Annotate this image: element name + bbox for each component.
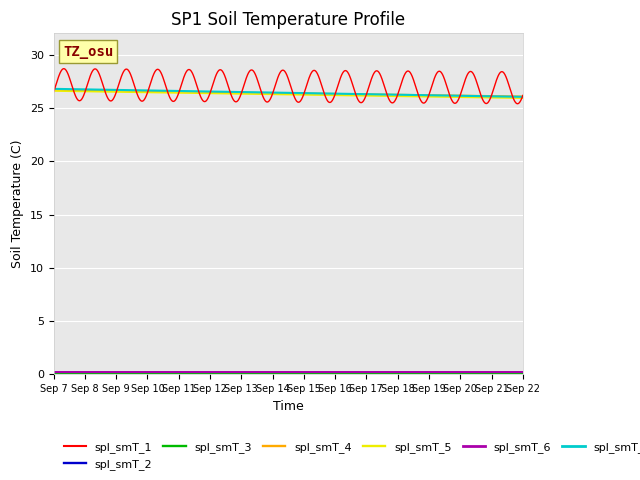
spl_smT_3	[519, 370, 527, 376]
Line: spl_smT_5: spl_smT_5	[54, 91, 523, 98]
spl_smT_1	[506, 84, 513, 90]
spl_smT_2	[506, 370, 513, 375]
spl_smT_5	[505, 95, 513, 101]
spl_smT_3	[266, 370, 273, 376]
spl_smT_6	[74, 369, 81, 375]
Line: spl_smT_1: spl_smT_1	[54, 69, 523, 104]
spl_smT_1	[50, 89, 58, 95]
spl_smT_1	[278, 68, 286, 73]
Text: TZ_osu: TZ_osu	[63, 45, 113, 59]
spl_smT_3	[505, 370, 513, 376]
spl_smT_7	[505, 94, 513, 99]
spl_smT_6	[419, 369, 427, 375]
spl_smT_7	[506, 94, 513, 99]
Legend: spl_smT_1, spl_smT_2, spl_smT_3, spl_smT_4, spl_smT_5, spl_smT_6, spl_smT_7: spl_smT_1, spl_smT_2, spl_smT_3, spl_smT…	[59, 438, 640, 474]
spl_smT_5	[50, 88, 58, 94]
spl_smT_1	[60, 66, 68, 72]
spl_smT_3	[419, 370, 427, 376]
spl_smT_5	[74, 88, 81, 94]
spl_smT_7	[266, 90, 273, 96]
spl_smT_6	[50, 369, 58, 375]
spl_smT_4	[419, 92, 427, 98]
spl_smT_5	[506, 95, 513, 101]
spl_smT_2	[278, 370, 285, 375]
spl_smT_6	[519, 369, 527, 375]
spl_smT_2	[505, 370, 513, 375]
spl_smT_1	[266, 97, 273, 103]
Line: spl_smT_4: spl_smT_4	[54, 90, 523, 96]
spl_smT_4	[505, 93, 513, 99]
spl_smT_5	[419, 94, 427, 99]
spl_smT_4	[278, 90, 285, 96]
spl_smT_3	[506, 370, 513, 376]
spl_smT_5	[278, 92, 285, 97]
spl_smT_1	[506, 84, 513, 89]
spl_smT_4	[74, 87, 81, 93]
spl_smT_4	[266, 90, 273, 96]
spl_smT_3	[74, 370, 81, 376]
spl_smT_5	[266, 91, 273, 97]
spl_smT_7	[519, 94, 527, 100]
Title: SP1 Soil Temperature Profile: SP1 Soil Temperature Profile	[171, 11, 405, 29]
spl_smT_2	[519, 370, 527, 375]
spl_smT_4	[50, 87, 58, 93]
spl_smT_3	[50, 370, 58, 376]
spl_smT_7	[419, 92, 427, 98]
spl_smT_2	[266, 370, 273, 375]
spl_smT_1	[519, 93, 527, 98]
spl_smT_5	[519, 96, 527, 101]
spl_smT_7	[50, 86, 58, 92]
spl_smT_1	[419, 100, 427, 106]
spl_smT_2	[74, 370, 81, 375]
spl_smT_6	[505, 369, 513, 375]
spl_smT_2	[419, 370, 427, 375]
Line: spl_smT_7: spl_smT_7	[54, 89, 523, 97]
spl_smT_2	[50, 370, 58, 375]
X-axis label: Time: Time	[273, 400, 303, 413]
spl_smT_6	[278, 369, 285, 375]
spl_smT_6	[506, 369, 513, 375]
spl_smT_4	[519, 94, 527, 99]
spl_smT_4	[506, 93, 513, 99]
Y-axis label: Soil Temperature (C): Soil Temperature (C)	[11, 140, 24, 268]
spl_smT_7	[74, 86, 81, 92]
spl_smT_1	[514, 101, 522, 107]
spl_smT_3	[278, 370, 285, 376]
spl_smT_1	[74, 97, 81, 103]
spl_smT_7	[278, 90, 285, 96]
spl_smT_6	[266, 369, 273, 375]
